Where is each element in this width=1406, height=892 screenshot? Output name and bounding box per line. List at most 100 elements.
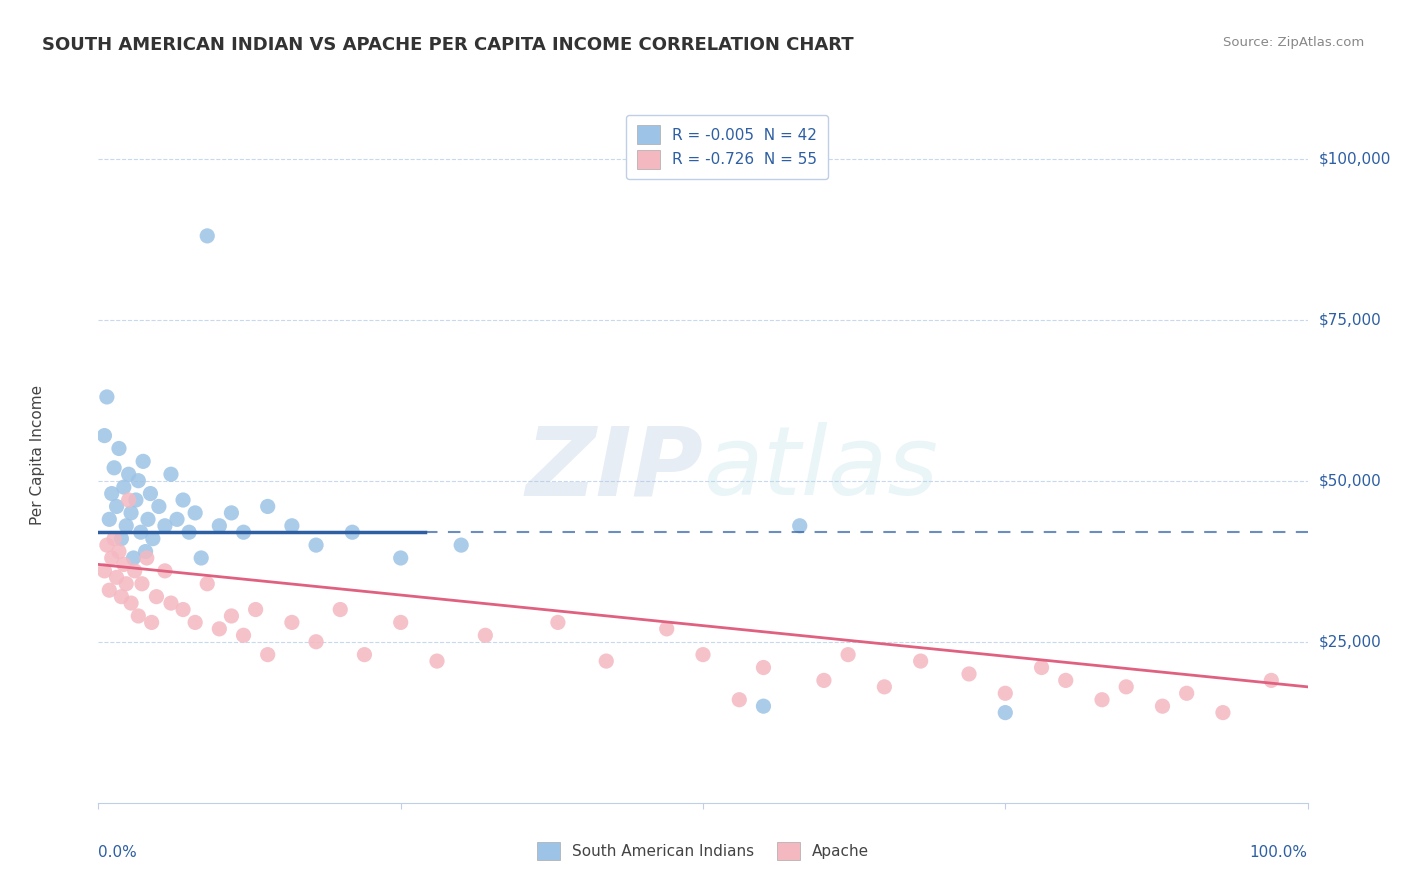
Point <box>232 525 254 540</box>
Point <box>994 686 1017 700</box>
Point <box>93 428 115 442</box>
Point <box>145 590 167 604</box>
Point <box>118 467 141 482</box>
Point <box>426 654 449 668</box>
Point <box>122 551 145 566</box>
Point <box>1152 699 1174 714</box>
Point <box>281 518 304 533</box>
Point <box>389 615 412 630</box>
Point <box>105 500 128 514</box>
Point <box>752 660 775 674</box>
Point <box>329 602 352 616</box>
Point <box>305 634 328 648</box>
Point <box>342 525 364 540</box>
Point <box>141 615 163 630</box>
Point <box>127 474 149 488</box>
Point <box>450 538 472 552</box>
Point <box>595 654 617 668</box>
Point <box>474 628 496 642</box>
Point <box>1091 692 1114 706</box>
Point <box>1031 660 1053 674</box>
Point <box>1054 673 1077 688</box>
Point <box>389 551 412 566</box>
Point <box>957 667 980 681</box>
Legend: South American Indians, Apache: South American Indians, Apache <box>530 836 876 866</box>
Point <box>153 564 176 578</box>
Text: $75,000: $75,000 <box>1319 312 1382 327</box>
Point <box>547 615 569 630</box>
Text: $100,000: $100,000 <box>1319 151 1391 166</box>
Point <box>245 602 267 616</box>
Point <box>124 564 146 578</box>
Point <box>108 442 131 456</box>
Point <box>166 512 188 526</box>
Point <box>692 648 714 662</box>
Point <box>752 699 775 714</box>
Legend: R = -0.005  N = 42, R = -0.726  N = 55: R = -0.005 N = 42, R = -0.726 N = 55 <box>627 115 828 179</box>
Point <box>221 609 243 624</box>
Point <box>1115 680 1137 694</box>
Point <box>120 596 142 610</box>
Point <box>125 493 148 508</box>
Point <box>172 602 194 616</box>
Point <box>110 590 132 604</box>
Point <box>353 648 375 662</box>
Point <box>112 480 135 494</box>
Point <box>98 512 121 526</box>
Text: 100.0%: 100.0% <box>1250 845 1308 860</box>
Point <box>190 551 212 566</box>
Point <box>994 706 1017 720</box>
Point <box>256 648 278 662</box>
Point <box>118 493 141 508</box>
Point <box>728 692 751 706</box>
Point <box>177 525 201 540</box>
Point <box>115 576 138 591</box>
Point <box>127 609 149 624</box>
Point <box>135 544 157 558</box>
Point <box>873 680 896 694</box>
Point <box>208 518 231 533</box>
Point <box>132 454 155 468</box>
Point <box>1212 706 1234 720</box>
Point <box>131 576 153 591</box>
Point <box>305 538 328 552</box>
Text: $25,000: $25,000 <box>1319 634 1382 649</box>
Point <box>98 583 121 598</box>
Text: $50,000: $50,000 <box>1319 473 1382 488</box>
Point <box>232 628 254 642</box>
Point <box>136 512 159 526</box>
Point <box>910 654 932 668</box>
Text: Source: ZipAtlas.com: Source: ZipAtlas.com <box>1223 36 1364 49</box>
Text: SOUTH AMERICAN INDIAN VS APACHE PER CAPITA INCOME CORRELATION CHART: SOUTH AMERICAN INDIAN VS APACHE PER CAPI… <box>42 36 853 54</box>
Point <box>655 622 678 636</box>
Point <box>184 615 207 630</box>
Point <box>112 558 135 572</box>
Point <box>813 673 835 688</box>
Point <box>93 564 115 578</box>
Point <box>195 576 218 591</box>
Point <box>96 538 118 552</box>
Text: atlas: atlas <box>703 422 938 516</box>
Point <box>837 648 859 662</box>
Point <box>153 518 176 533</box>
Point <box>160 467 183 482</box>
Point <box>135 551 157 566</box>
Point <box>115 518 138 533</box>
Point <box>142 532 165 546</box>
Point <box>160 596 183 610</box>
Text: Per Capita Income: Per Capita Income <box>31 384 45 525</box>
Point <box>100 551 122 566</box>
Point <box>120 506 142 520</box>
Point <box>105 570 128 584</box>
Point <box>139 486 162 500</box>
Point <box>1260 673 1282 688</box>
Text: ZIP: ZIP <box>524 422 703 516</box>
Point <box>195 228 218 243</box>
Point <box>96 390 118 404</box>
Point <box>184 506 207 520</box>
Point <box>103 532 125 546</box>
Point <box>221 506 243 520</box>
Point <box>789 518 811 533</box>
Point <box>103 460 125 475</box>
Point <box>100 486 122 500</box>
